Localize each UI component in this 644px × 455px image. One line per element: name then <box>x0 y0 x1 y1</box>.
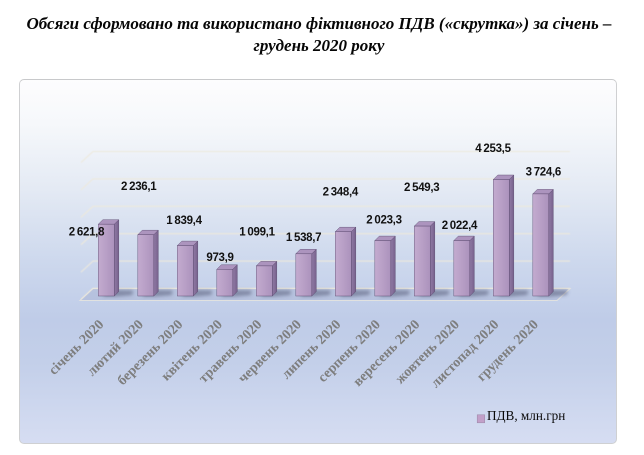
svg-text:973,9: 973,9 <box>206 252 233 264</box>
svg-text:2 621,8: 2 621,8 <box>69 227 105 239</box>
svg-text:1 099,1: 1 099,1 <box>239 227 275 239</box>
svg-text:листопад 2020: листопад 2020 <box>428 317 502 391</box>
svg-text:2 236,1: 2 236,1 <box>121 181 157 193</box>
svg-text:2 549,3: 2 549,3 <box>404 182 439 194</box>
svg-text:2 348,4: 2 348,4 <box>323 186 359 198</box>
svg-text:1 839,4: 1 839,4 <box>166 215 202 227</box>
svg-text:1 538,7: 1 538,7 <box>286 232 321 244</box>
svg-text:2 023,3: 2 023,3 <box>366 214 401 226</box>
svg-text:4 253,5: 4 253,5 <box>475 143 511 155</box>
svg-text:3 724,6: 3 724,6 <box>526 167 561 179</box>
svg-text:ПДВ, млн.грн: ПДВ, млн.грн <box>487 408 565 423</box>
svg-text:2 022,4: 2 022,4 <box>442 220 478 232</box>
